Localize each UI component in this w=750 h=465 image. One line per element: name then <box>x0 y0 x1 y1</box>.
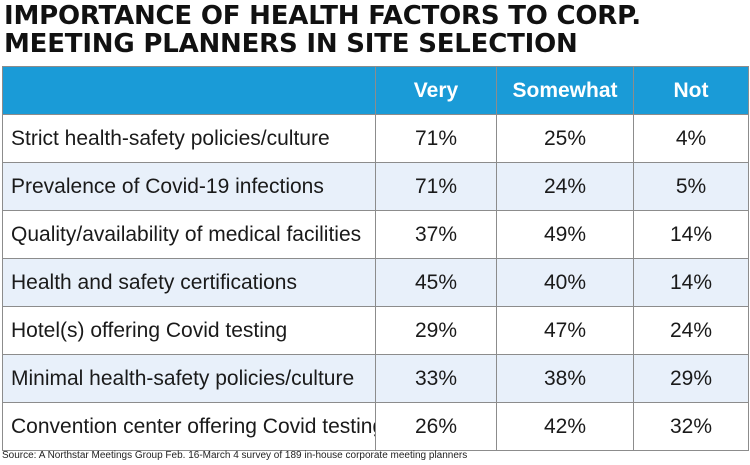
cell-somewhat: 40% <box>496 258 634 307</box>
cell-somewhat: 47% <box>496 306 634 355</box>
table-row: Hotel(s) offering Covid testing 29% 47% 24% <box>2 306 749 355</box>
row-label: Strict health-safety policies/culture <box>2 114 376 163</box>
table-row: Strict health-safety policies/culture 71%… <box>2 114 749 163</box>
chart-title-line-1: IMPORTANCE OF HEALTH FACTORS TO CORP. <box>4 1 641 31</box>
cell-not: 24% <box>633 306 749 355</box>
chart-title-line-2: MEETING PLANNERS IN SITE SELECTION <box>4 29 578 59</box>
cell-very: 33% <box>375 354 497 403</box>
table-row: Health and safety certifications 45% 40% 14… <box>2 258 749 307</box>
row-label: Hotel(s) offering Covid testing <box>2 306 376 355</box>
cell-somewhat: 24% <box>496 162 634 211</box>
column-header-very: Very <box>375 66 497 115</box>
header-row: Very Somewhat Not <box>2 66 749 115</box>
cell-very: 45% <box>375 258 497 307</box>
table-row: Convention center offering Covid testing… <box>2 402 749 451</box>
cell-not: 32% <box>633 402 749 451</box>
row-label: Minimal health-safety policies/culture <box>2 354 376 403</box>
row-label: Health and safety certifications <box>2 258 376 307</box>
row-label: Prevalence of Covid-19 infections <box>2 162 376 211</box>
cell-very: 29% <box>375 306 497 355</box>
table-row: Quality/availability of medical faciliti… <box>2 210 749 259</box>
column-header-not: Not <box>633 66 749 115</box>
table-row: Prevalence of Covid-19 infections 71% 24% 5… <box>2 162 749 211</box>
chart-title: IMPORTANCE OF HEALTH FACTORS TO CORP. ME… <box>4 2 748 58</box>
table-header: Very Somewhat Not <box>2 66 749 115</box>
source-note: Source: A Northstar Meetings Group Feb. … <box>2 450 468 461</box>
cell-not: 14% <box>633 258 749 307</box>
cell-not: 5% <box>633 162 749 211</box>
cell-somewhat: 49% <box>496 210 634 259</box>
row-label: Quality/availability of medical faciliti… <box>2 210 376 259</box>
data-table: Very Somewhat Not Strict health-safety p… <box>2 66 749 451</box>
row-label: Convention center offering Covid testing <box>2 402 376 451</box>
cell-not: 14% <box>633 210 749 259</box>
cell-not: 29% <box>633 354 749 403</box>
table-row: Minimal health-safety policies/culture 33… <box>2 354 749 403</box>
cell-very: 71% <box>375 114 497 163</box>
cell-very: 37% <box>375 210 497 259</box>
header-corner-cell <box>2 66 376 115</box>
cell-not: 4% <box>633 114 749 163</box>
cell-somewhat: 25% <box>496 114 634 163</box>
cell-very: 26% <box>375 402 497 451</box>
cell-somewhat: 38% <box>496 354 634 403</box>
column-header-somewhat: Somewhat <box>496 66 634 115</box>
cell-very: 71% <box>375 162 497 211</box>
cell-somewhat: 42% <box>496 402 634 451</box>
table-body: Strict health-safety policies/culture 71%… <box>2 114 749 451</box>
